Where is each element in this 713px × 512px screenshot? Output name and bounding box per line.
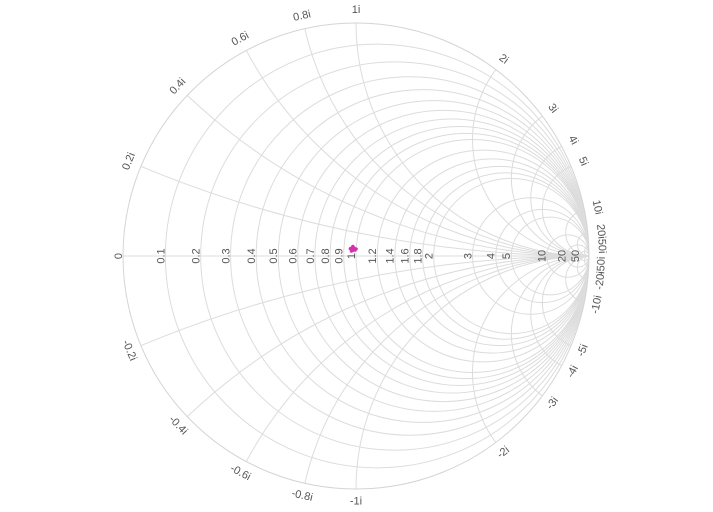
reactance-tick-label: 0.2i bbox=[120, 151, 138, 172]
reactance-arc bbox=[583, 255, 589, 266]
reactance-tick-label: -0.4i bbox=[166, 414, 189, 438]
reactance-tick-label: -1i bbox=[350, 496, 362, 508]
reactance-tick-label: 3i bbox=[545, 101, 560, 115]
series-point bbox=[349, 249, 353, 253]
reactance-tick-label: -2i bbox=[495, 444, 512, 461]
resistance-circle bbox=[510, 216, 589, 296]
reactance-arc bbox=[565, 208, 589, 257]
resistance-circle bbox=[297, 109, 589, 403]
reactance-arc bbox=[541, 255, 589, 350]
reactance-arc bbox=[530, 139, 589, 257]
reactance-tick-label: 4i bbox=[566, 134, 581, 147]
resistance-circle bbox=[200, 61, 589, 451]
resistance-tick-label: 1 bbox=[346, 253, 358, 259]
resistance-tick-label: 0.9 bbox=[334, 248, 346, 263]
reactance-arc bbox=[583, 246, 589, 257]
reactance-tick-label: -50i bbox=[595, 256, 608, 275]
reactance-tick-label: 10i bbox=[590, 199, 605, 216]
reactance-tick-label: 20i bbox=[594, 224, 607, 240]
reactance-arc bbox=[200, 255, 589, 489]
resistance-circle bbox=[255, 89, 589, 423]
series-point bbox=[354, 247, 358, 251]
resistance-tick-label: 1.6 bbox=[400, 248, 412, 263]
resistance-tick-label: 0 bbox=[113, 253, 125, 259]
reactance-arc bbox=[530, 255, 589, 373]
resistance-tick-label: 0.5 bbox=[268, 248, 280, 263]
resistance-circle bbox=[409, 165, 589, 347]
resistance-tick-label: 0.8 bbox=[320, 248, 332, 263]
reactance-tick-label: -3i bbox=[544, 395, 561, 412]
resistance-tick-label: 0.1 bbox=[155, 248, 167, 263]
reactance-tick-label: 0.6i bbox=[230, 30, 251, 49]
reactance-arc bbox=[123, 255, 589, 489]
reactance-tick-label: 50i bbox=[595, 239, 608, 254]
reactance-tick-label: -20i bbox=[594, 271, 608, 290]
chart-boundary bbox=[122, 22, 590, 490]
reactance-arc bbox=[510, 255, 589, 412]
resistance-circle bbox=[164, 43, 589, 469]
reactance-arc bbox=[541, 162, 589, 257]
resistance-tick-label: 0.3 bbox=[220, 248, 232, 263]
reactance-tick-label: -5i bbox=[575, 343, 591, 359]
reactance-arc bbox=[472, 23, 589, 257]
resistance-tick-label: 5 bbox=[501, 253, 513, 259]
resistance-tick-label: 4 bbox=[486, 253, 498, 259]
reactance-arc bbox=[123, 23, 589, 257]
reactance-arc bbox=[297, 255, 589, 489]
reactance-tick-label: -0.6i bbox=[228, 462, 253, 483]
data-series bbox=[348, 244, 358, 253]
resistance-tick-label: 50 bbox=[570, 250, 582, 262]
reactance-tick-label: -4i bbox=[565, 363, 581, 379]
series-point bbox=[348, 247, 352, 251]
reactance-arc bbox=[510, 100, 589, 257]
resistance-tick-label: 1.2 bbox=[367, 248, 379, 263]
resistance-tick-label: 1.8 bbox=[412, 248, 424, 263]
resistance-tick-label: 0.2 bbox=[191, 248, 203, 263]
reactance-arc bbox=[297, 23, 589, 257]
resistance-tick-label: 0.4 bbox=[246, 248, 258, 263]
reactance-arc bbox=[200, 23, 589, 257]
reactance-tick-label: -0.8i bbox=[290, 488, 314, 504]
resistance-tick-label: 0.6 bbox=[288, 248, 300, 263]
reactance-tick-label: -0.2i bbox=[120, 338, 139, 362]
reactance-tick-label: 2i bbox=[497, 52, 511, 67]
reactance-arc bbox=[565, 255, 589, 304]
resistance-circle bbox=[230, 76, 589, 436]
reactance-tick-label: 1i bbox=[352, 4, 361, 16]
resistance-tick-label: 1.4 bbox=[385, 248, 397, 263]
reactance-tick-label: 0.8i bbox=[292, 8, 312, 24]
reactance-tick-label: 5i bbox=[576, 155, 590, 168]
reactance-tick-label: -10i bbox=[589, 294, 604, 314]
resistance-tick-label: 0.7 bbox=[305, 248, 317, 263]
resistance-tick-label: 10 bbox=[537, 250, 549, 262]
resistance-tick-label: 2 bbox=[424, 253, 436, 259]
resistance-tick-label: 20 bbox=[557, 250, 569, 262]
reactance-arc bbox=[472, 255, 589, 489]
reactance-tick-label: 0.4i bbox=[167, 76, 188, 97]
resistance-circle bbox=[376, 149, 589, 363]
resistance-tick-label: 3 bbox=[462, 253, 474, 259]
